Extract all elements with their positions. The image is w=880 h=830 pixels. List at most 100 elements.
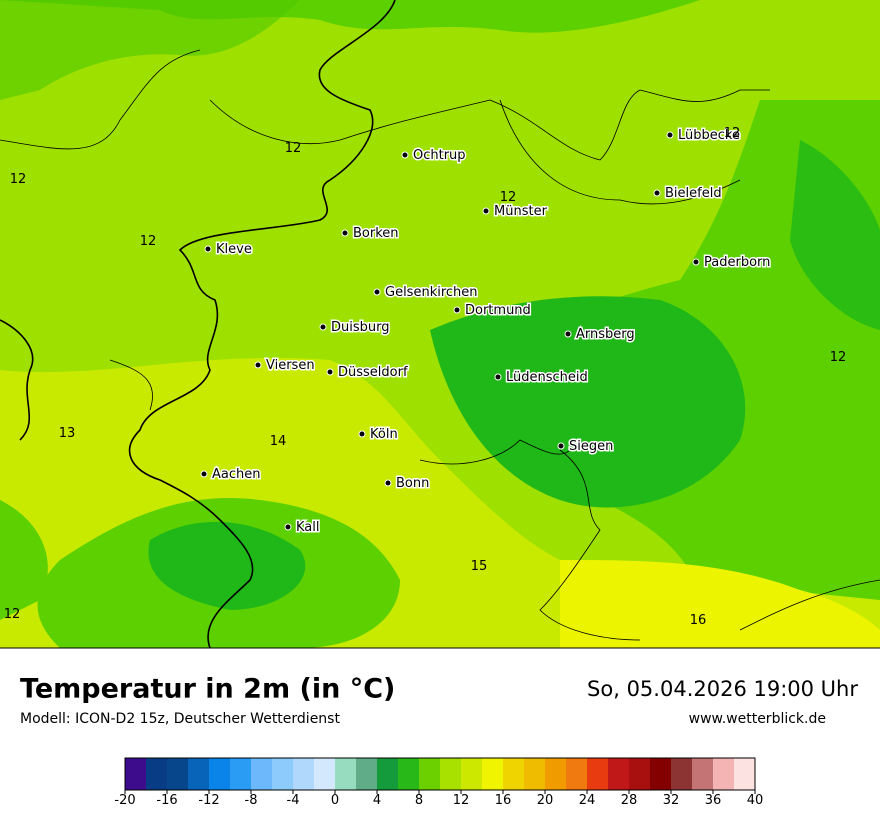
city-label: Köln <box>370 427 398 442</box>
colorbar-segment <box>713 758 734 790</box>
city-dot <box>653 189 661 197</box>
colorbar-tick-label: -20 <box>114 793 135 808</box>
colorbar-tick-label: 40 <box>747 793 764 808</box>
contour-label: 12 <box>500 190 517 205</box>
region <box>430 296 746 508</box>
city-label: Kall <box>296 520 320 535</box>
colorbar-tick-label: -8 <box>245 793 258 808</box>
contour-label: 12 <box>724 126 741 141</box>
colorbar-segment <box>230 758 251 790</box>
city-label: Düsseldorf <box>338 365 408 380</box>
colorbar-segment <box>503 758 524 790</box>
city-dot <box>358 430 366 438</box>
contour-labels: 12 12 12 12 12 12 13 14 15 16 12 <box>4 126 847 628</box>
region <box>560 560 880 648</box>
city-dot <box>319 323 327 331</box>
colorbar-tick-label: -12 <box>198 793 219 808</box>
colorbar-frame <box>124 757 756 791</box>
colorbar-tick-label: 36 <box>705 793 722 808</box>
border <box>128 0 396 649</box>
colorbar-tick-label: 4 <box>373 793 381 808</box>
city-label: Duisburg <box>331 320 390 335</box>
city-dot <box>482 207 490 215</box>
city-dot <box>666 131 674 139</box>
city-dot <box>341 229 349 237</box>
region <box>0 0 300 100</box>
city-label: Lüdenscheid <box>506 370 588 385</box>
colorbar-segment <box>608 758 629 790</box>
city-label: Aachen <box>212 467 260 482</box>
colorbar-segment <box>335 758 356 790</box>
city-label: Lübbecke <box>678 128 740 143</box>
colorbar-segment <box>209 758 230 790</box>
colorbar-segment <box>482 758 503 790</box>
colorbar-segment <box>671 758 692 790</box>
city-label: Siegen <box>569 439 613 454</box>
city-label: Paderborn <box>704 255 770 270</box>
cities: Ochtrup Münster Lübbecke Bielefeld Paderborn… <box>200 127 772 537</box>
city-label: Borken <box>353 226 399 241</box>
colorbar-tick-label: 12 <box>453 793 470 808</box>
city-label: Bonn <box>396 476 429 491</box>
city-label: Münster <box>494 204 548 219</box>
colorbar-segment <box>566 758 587 790</box>
city-dot <box>494 373 502 381</box>
region <box>148 521 306 610</box>
city-label: Bielefeld <box>665 186 722 201</box>
colorbar-segment <box>377 758 398 790</box>
boundary <box>0 49 880 641</box>
city-label: Dortmund <box>465 303 531 318</box>
city-dot <box>453 306 461 314</box>
contour-label: 15 <box>471 559 488 574</box>
colorbar-segment <box>125 758 146 790</box>
colorbar-segment <box>146 758 167 790</box>
city-label: Gelsenkirchen <box>385 285 478 300</box>
colorbar-segment <box>440 758 461 790</box>
colorbar-segment <box>734 758 755 790</box>
region <box>790 140 880 330</box>
title: Temperatur in 2m (in °C) <box>20 674 395 705</box>
contour-label: 12 <box>4 607 21 622</box>
city-dot <box>326 368 334 376</box>
city-label: Ochtrup <box>413 148 466 163</box>
colorbar-segment <box>251 758 272 790</box>
datetime: So, 05.04.2026 19:00 Uhr <box>587 677 858 701</box>
colorbar-segment <box>167 758 188 790</box>
colorbar-tick-label: -4 <box>287 793 300 808</box>
city-label: Viersen <box>266 358 315 373</box>
colorbar-segment <box>188 758 209 790</box>
city-label: Arnsberg <box>576 327 635 342</box>
contour-label: 12 <box>140 234 157 249</box>
colorbar-tick-label: 8 <box>415 793 423 808</box>
colorbar-segment <box>587 758 608 790</box>
colorbar-segment <box>524 758 545 790</box>
city-dot <box>692 258 700 266</box>
colorbar-tick-label: 32 <box>663 793 680 808</box>
contour-label: 12 <box>830 350 847 365</box>
colorbar-tick-label: -16 <box>156 793 177 808</box>
region <box>0 500 48 620</box>
contour-label: 12 <box>10 172 27 187</box>
colorbar: -20 -16 -12 -8 -4 0 4 8 12 16 20 24 28 32 36 40 <box>114 757 764 808</box>
colorbar-tick-label: 0 <box>331 793 339 808</box>
colorbar-segment <box>398 758 419 790</box>
city-dot <box>254 361 262 369</box>
city-dot <box>557 442 565 450</box>
border <box>0 319 34 441</box>
colorbar-segment <box>293 758 314 790</box>
city-dot <box>284 523 292 531</box>
subtitle: Modell: ICON-D2 15z, Deutscher Wetterdie… <box>20 711 340 727</box>
colorbar-segment <box>629 758 650 790</box>
contour-label: 16 <box>690 613 707 628</box>
city-dot <box>401 151 409 159</box>
contour-label: 12 <box>285 141 302 156</box>
colorbar-segment <box>356 758 377 790</box>
website: www.wetterblick.de <box>689 711 826 727</box>
colorbar-segment <box>314 758 335 790</box>
city-dot <box>384 479 392 487</box>
contour-label: 14 <box>270 434 287 449</box>
colorbar-segment <box>692 758 713 790</box>
colorbar-segment <box>545 758 566 790</box>
